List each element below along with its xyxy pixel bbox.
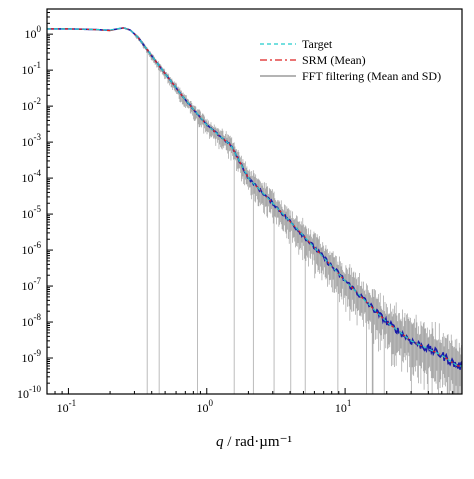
series-line-target (47, 27, 462, 367)
series-lines (47, 27, 462, 370)
y-tick-label: 10-4 (22, 168, 42, 185)
legend-label: Target (302, 37, 333, 51)
y-tick-label: 100 (25, 24, 42, 41)
y-tick-label: 10-2 (22, 96, 42, 113)
legend: Target SRM (Mean) FFT filtering (Mean and … (260, 37, 441, 83)
y-tick-label: 10-6 (22, 240, 42, 257)
x-tick-label: 10-1 (57, 398, 77, 415)
x-tick-label: 100 (197, 398, 214, 415)
y-tick-label: 10-3 (22, 132, 42, 149)
axis-ticks (46, 8, 463, 395)
error-bars (134, 33, 462, 394)
y-tick-label: 10-1 (22, 60, 42, 77)
y-tick-label: 10-8 (22, 312, 42, 329)
plot-frame (46, 8, 463, 395)
legend-label: SRM (Mean) (302, 53, 366, 67)
x-axis-label: q / rad·µm⁻¹ (216, 434, 292, 450)
series-line-srm-mean (47, 27, 462, 367)
plot-area (47, 9, 462, 394)
y-tick-label: 10-9 (22, 348, 42, 365)
y-tick-label: 10-10 (17, 384, 41, 401)
legend-label: FFT filtering (Mean and SD) (302, 69, 441, 83)
y-tick-label: 10-7 (22, 276, 42, 293)
y-tick-label: 10-5 (22, 204, 42, 221)
tick-labels: 10-1 100 101 100 10-1 10-2 10-3 10-4 10-5 10-6 10-… (17, 24, 351, 415)
x-tick-label: 101 (335, 398, 352, 415)
